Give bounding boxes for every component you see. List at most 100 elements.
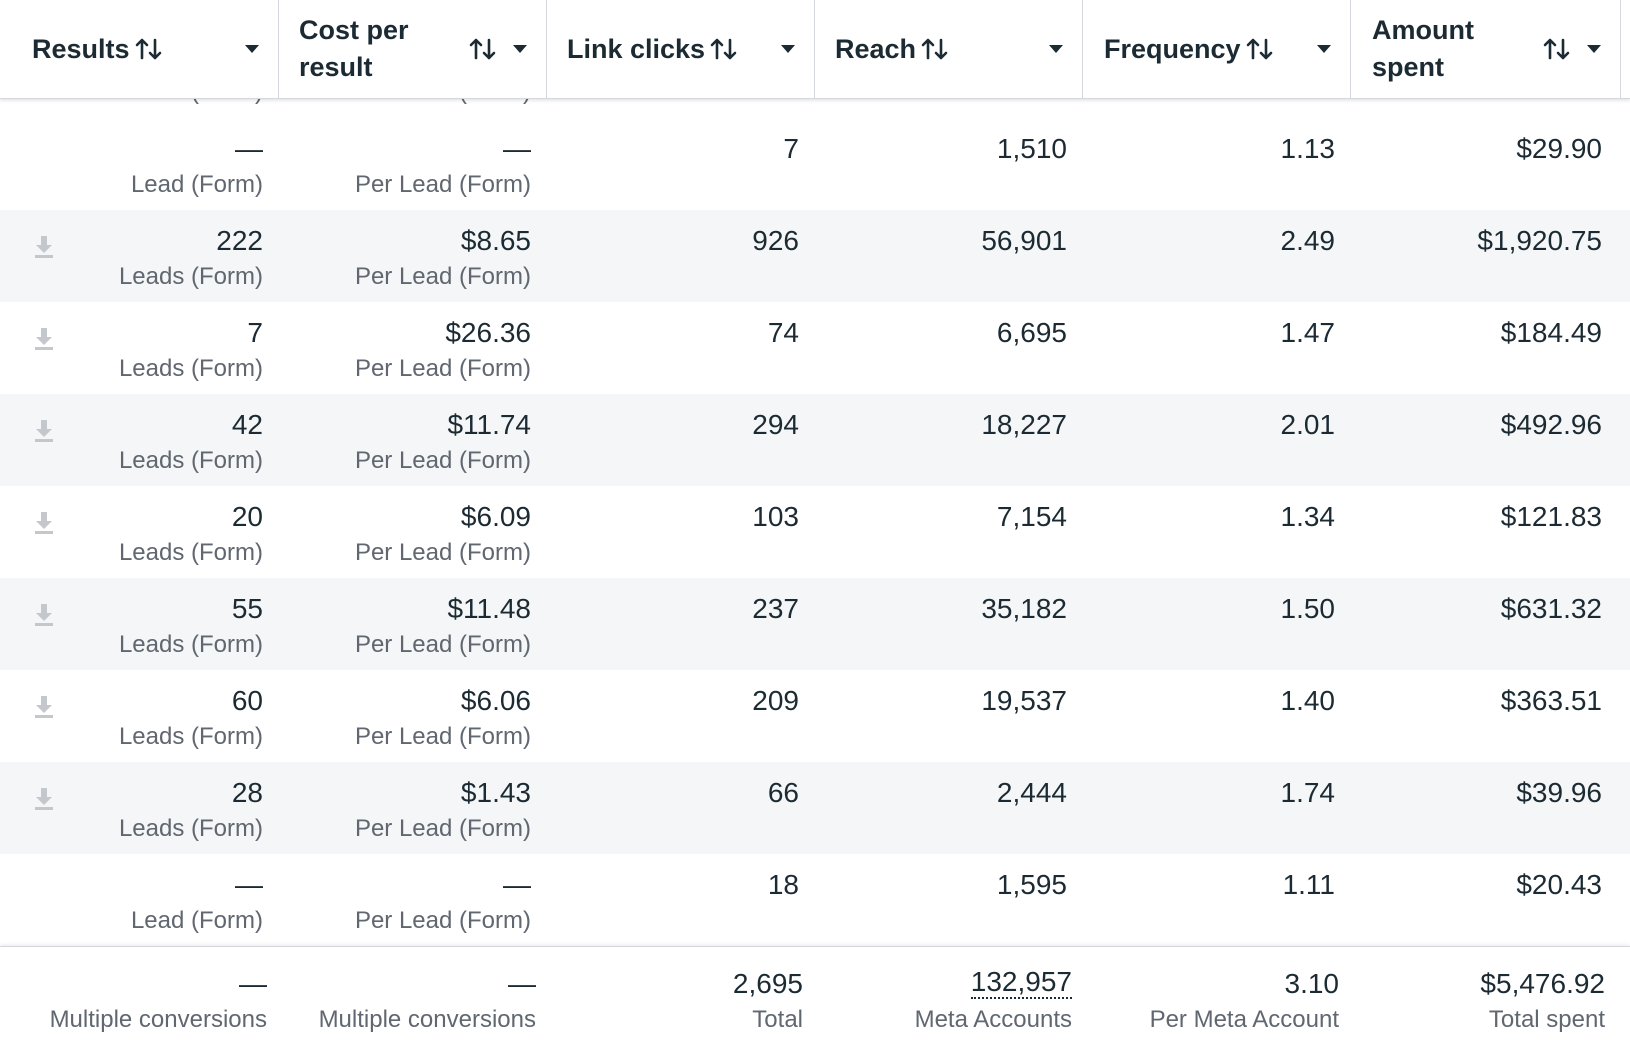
cost-per-result-sublabel: Per Lead (Form) [354, 815, 531, 842]
cell-results: 222 Leads (Form) [0, 210, 263, 302]
cost-per-result-value: $11.74 [447, 409, 531, 440]
cell-link-clicks: 209 [0, 670, 799, 762]
sort-arrows-icon[interactable] [709, 36, 739, 62]
column-header-label: Results [32, 33, 130, 64]
amount-spent-value: $631.32 [1500, 593, 1602, 624]
totals-cost-value: — [508, 968, 536, 999]
table-row[interactable]: 28 Leads (Form) $1.43 Per Lead (Form) 66 2,44… [0, 762, 1630, 854]
cell-results: 60 Leads (Form) [0, 670, 263, 762]
totals-reach-label: Meta Accounts [914, 1006, 1072, 1033]
reach-value: 18,227 [981, 409, 1067, 440]
frequency-value: 1.34 [1280, 501, 1336, 532]
cell-cost-per-result: — Per Lead (Form) [0, 854, 531, 946]
cell-amount-spent: $121.83 [0, 486, 1602, 578]
sort-arrows-icon[interactable] [468, 36, 498, 62]
caret-down-icon[interactable] [780, 44, 796, 54]
caret-down-icon[interactable] [1048, 44, 1064, 54]
column-header-label: Amount spent [1372, 15, 1474, 82]
column-header-results[interactable]: Results [10, 0, 279, 98]
cell-frequency: 1.50 [0, 578, 1336, 670]
table-row[interactable]: 60 Leads (Form) $6.06 Per Lead (Form) 209 19,… [0, 670, 1630, 762]
results-sublabel: Leads (Form) [118, 815, 263, 842]
table-row[interactable]: 55 Leads (Form) $11.48 Per Lead (Form) 237 35… [0, 578, 1630, 670]
amount-spent-value: $20.43 [1516, 869, 1602, 900]
results-sublabel: Leads (Form) [118, 539, 263, 566]
table-row[interactable]: 42 Leads (Form) $11.74 Per Lead (Form) 294 18… [0, 394, 1630, 486]
caret-down-icon[interactable] [512, 44, 528, 54]
download-icon[interactable] [33, 418, 55, 449]
totals-frequency-value: 3.10 [1284, 968, 1340, 999]
link-clicks-value: 66 [767, 777, 799, 808]
table-row[interactable]: 7 Leads (Form) $26.36 Per Lead (Form) 74 6,69… [0, 302, 1630, 394]
totals-amount-spent: $5,476.92 Total spent [0, 947, 1605, 1057]
table-header: Results Cost per result Link clicks Reac… [0, 0, 1630, 99]
results-value: — [235, 133, 263, 164]
download-icon[interactable] [33, 694, 55, 725]
totals-amount-spent-value: $5,476.92 [1480, 968, 1605, 999]
table-row[interactable]: — Lead (Form) — Per Lead (Form) 7 1,510 1.13 $2… [0, 118, 1630, 210]
cell-amount-spent: $1,920.75 [0, 210, 1602, 302]
cost-per-result-value: — [503, 133, 531, 164]
sort-arrows-icon[interactable] [134, 36, 164, 62]
cell-results: 20 Leads (Form) [0, 486, 263, 578]
column-header-amount-spent[interactable]: Amount spent [1351, 0, 1621, 98]
sort-arrows-icon[interactable] [920, 36, 950, 62]
cell-amount-spent: $631.32 [0, 578, 1602, 670]
download-icon[interactable] [33, 234, 55, 265]
results-sublabel: Lead (Form) [130, 907, 263, 934]
totals-results-label: Multiple conversions [49, 1006, 267, 1033]
cell-frequency: 1.13 [0, 118, 1336, 210]
results-value: 222 [216, 225, 263, 256]
cost-per-result-sublabel: Per Lead (Form) [354, 723, 531, 750]
download-icon[interactable] [33, 786, 55, 817]
column-header-frequency[interactable]: Frequency [1083, 0, 1351, 98]
totals-frequency: 3.10 Per Meta Account [0, 947, 1339, 1057]
link-clicks-value: 209 [752, 685, 799, 716]
cost-per-result-value: $6.09 [460, 501, 531, 532]
sort-arrows-icon[interactable] [1245, 36, 1275, 62]
totals-link-clicks-label: Total [752, 1006, 803, 1033]
cell-link-clicks: 926 [0, 210, 799, 302]
cost-per-result-sublabel: Per Lead (Form) [354, 539, 531, 566]
cost-per-result-sublabel: Per Lead (Form) [354, 907, 531, 934]
column-header-label: Reach [835, 33, 917, 64]
results-sublabel: Leads (Form) [118, 355, 263, 382]
cell-results: 55 Leads (Form) [0, 578, 263, 670]
cost-per-result-sublabel: Per Lead (Form) [354, 447, 531, 474]
cell-frequency: 2.49 [0, 210, 1336, 302]
table-row[interactable]: 20 Leads (Form) $6.09 Per Lead (Form) 103 7,1… [0, 486, 1630, 578]
download-icon[interactable] [33, 326, 55, 357]
download-icon[interactable] [33, 510, 55, 541]
cell-frequency: 1.74 [0, 762, 1336, 854]
table-row[interactable]: 222 Leads (Form) $8.65 Per Lead (Form) 926 56… [0, 210, 1630, 302]
cell-reach: 1,595 [0, 854, 1067, 946]
column-header-link-clicks[interactable]: Link clicks [547, 0, 815, 98]
amount-spent-value: $363.51 [1500, 685, 1602, 716]
table-totals-row: — Multiple conversions — Multiple conver… [0, 946, 1630, 1057]
caret-down-icon[interactable] [1586, 44, 1602, 54]
reach-value: 6,695 [996, 317, 1067, 348]
cost-per-result-sublabel: Per Lead (Form) [354, 631, 531, 658]
cell-reach: 2,444 [0, 762, 1067, 854]
table-row[interactable]: — Lead (Form) — Per Lead (Form) 18 1,595 1.11 $… [0, 854, 1630, 946]
caret-down-icon[interactable] [244, 44, 260, 54]
column-header-label: Link clicks [567, 33, 706, 64]
column-header-reach[interactable]: Reach [815, 0, 1083, 98]
download-icon[interactable] [33, 602, 55, 633]
link-clicks-value: 926 [752, 225, 799, 256]
cell-frequency: 1.40 [0, 670, 1336, 762]
cost-per-result-value: — [503, 869, 531, 900]
totals-reach-value[interactable]: 132,957 [970, 966, 1072, 999]
cell-amount-spent: $29.90 [0, 118, 1602, 210]
amount-spent-value: $184.49 [1500, 317, 1602, 348]
reach-value: 2,444 [996, 777, 1067, 808]
sort-arrows-icon[interactable] [1542, 36, 1572, 62]
cell-amount-spent: $492.96 [0, 394, 1602, 486]
column-header-cost-per-result[interactable]: Cost per result [279, 0, 547, 98]
totals-cost: — Multiple conversions [0, 947, 536, 1057]
link-clicks-value: 7 [783, 133, 799, 164]
caret-down-icon[interactable] [1316, 44, 1332, 54]
cost-per-result-value: $6.06 [460, 685, 531, 716]
cell-amount-spent: $20.43 [0, 854, 1602, 946]
reach-value: 35,182 [981, 593, 1067, 624]
